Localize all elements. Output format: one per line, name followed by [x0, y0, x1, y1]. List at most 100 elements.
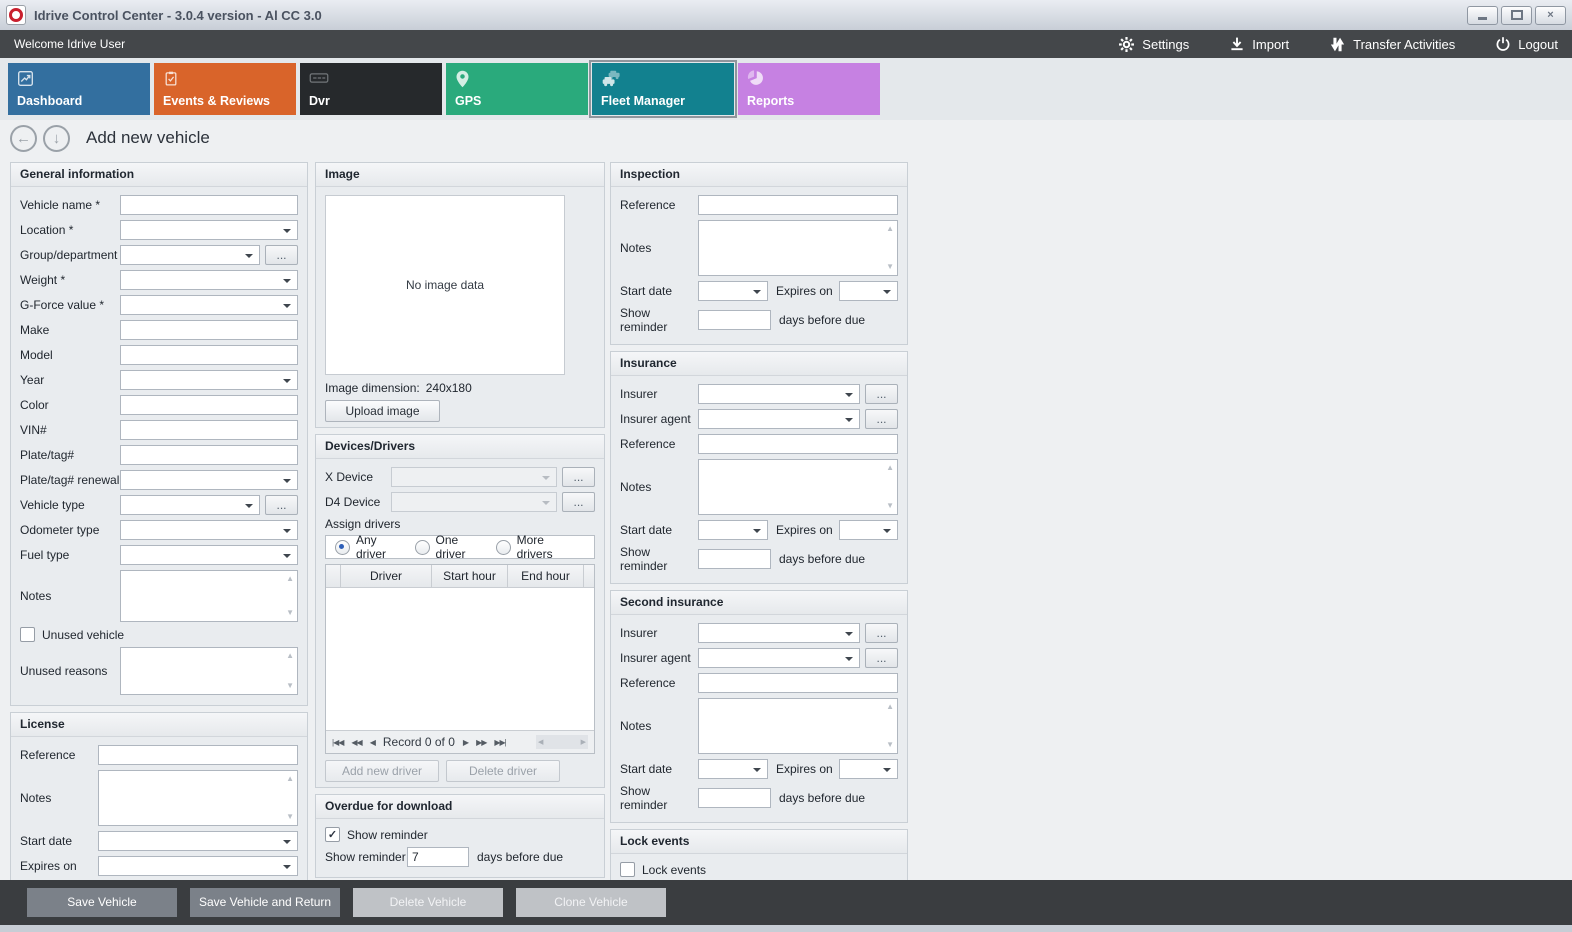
fuel-type-select[interactable]	[120, 545, 298, 565]
license-expires-on-select[interactable]	[98, 856, 298, 876]
second-insurer-browse-button[interactable]: ...	[865, 623, 898, 643]
unused-reasons-label: Unused reasons	[20, 664, 108, 678]
vehicle-type-select[interactable]	[120, 495, 260, 515]
location-select[interactable]	[120, 220, 298, 240]
logout-button[interactable]: Logout	[1495, 36, 1558, 52]
inspection-expires-on-select[interactable]	[838, 281, 898, 301]
start-hour-column-header[interactable]: Start hour	[432, 565, 508, 587]
lock-events-checkbox[interactable]	[620, 862, 635, 877]
second-insurer-agent-browse-button[interactable]: ...	[865, 648, 898, 668]
nav-last-button[interactable]: ▶▶|	[494, 737, 506, 747]
close-button[interactable]: ×	[1535, 5, 1566, 25]
table-hscrollbar[interactable]: ◀ ▶	[536, 735, 588, 749]
radio-one-driver[interactable]: One driver	[414, 533, 475, 561]
license-reference-input[interactable]	[98, 745, 298, 765]
second-insurance-notes-textarea[interactable]: ▲ ▼	[698, 698, 898, 754]
image-dimension-value: 240x180	[425, 381, 472, 395]
delete-driver-button[interactable]: Delete driver	[446, 760, 560, 782]
end-hour-column-header[interactable]: End hour	[508, 565, 584, 587]
vehicle-type-browse-button[interactable]: ...	[265, 495, 298, 515]
clone-vehicle-button: Clone Vehicle	[516, 888, 666, 917]
page-header: ← ↓ Add new vehicle	[10, 122, 210, 154]
d4-device-select[interactable]	[391, 492, 557, 512]
collapse-button[interactable]: ↓	[43, 124, 70, 152]
second-insurance-reminder-days-input[interactable]	[698, 788, 771, 808]
nav-prev-page-button[interactable]: ◀◀	[351, 737, 362, 747]
nav-next-button[interactable]: ▶	[462, 737, 469, 747]
vehicle-name-input[interactable]	[120, 195, 298, 215]
x-device-select[interactable]	[391, 467, 557, 487]
group-department-browse-button[interactable]: ...	[265, 245, 298, 265]
model-input[interactable]	[120, 345, 298, 365]
second-insurer-select[interactable]	[698, 623, 860, 643]
tab-gps[interactable]: GPS	[446, 63, 588, 115]
inspection-reference-input[interactable]	[698, 195, 898, 215]
import-button[interactable]: Import	[1229, 36, 1289, 52]
chevron-down-icon	[245, 504, 253, 508]
unused-vehicle-checkbox[interactable]	[20, 627, 35, 642]
year-select[interactable]	[120, 370, 298, 390]
gforce-select[interactable]	[120, 295, 298, 315]
table-corner	[584, 565, 594, 587]
minimize-button[interactable]	[1467, 5, 1498, 25]
radio-more-drivers[interactable]: More drivers	[495, 533, 564, 561]
insurer-select[interactable]	[698, 384, 860, 404]
back-button[interactable]: ←	[10, 124, 37, 152]
inspection-notes-textarea[interactable]: ▲ ▼	[698, 220, 898, 276]
unused-reasons-textarea[interactable]: ▲ ▼	[120, 647, 298, 695]
insurance-expires-on-select[interactable]	[838, 520, 898, 540]
tab-events-reviews[interactable]: Events & Reviews	[154, 63, 296, 115]
maximize-button[interactable]	[1501, 5, 1532, 25]
x-device-browse-button[interactable]: ...	[562, 467, 595, 487]
vehicle-type-label: Vehicle type	[20, 498, 85, 512]
inspection-start-date-select[interactable]	[698, 281, 768, 301]
group-department-select[interactable]	[120, 245, 260, 265]
second-insurance-expires-on-select[interactable]	[838, 759, 898, 779]
titlebar: Idrive Control Center - 3.0.4 version - …	[0, 0, 1572, 30]
upload-image-button[interactable]: Upload image	[325, 400, 440, 422]
insurer-agent-browse-button[interactable]: ...	[865, 409, 898, 429]
odometer-type-select[interactable]	[120, 520, 298, 540]
driver-column-header[interactable]: Driver	[341, 565, 432, 587]
add-new-driver-button[interactable]: Add new driver	[325, 760, 439, 782]
overdue-show-reminder-checkbox[interactable]	[325, 827, 340, 842]
transfer-activities-button[interactable]: Transfer Activities	[1329, 36, 1455, 53]
plate-tag-renewal-select[interactable]	[120, 470, 298, 490]
insurer-agent-select[interactable]	[698, 409, 860, 429]
save-vehicle-and-return-button[interactable]: Save Vehicle and Return	[190, 888, 340, 917]
insurance-reminder-days-input[interactable]	[698, 549, 771, 569]
second-insurance-start-date-select[interactable]	[698, 759, 768, 779]
overdue-reminder-days-input[interactable]	[407, 847, 469, 867]
color-input[interactable]	[120, 395, 298, 415]
tab-reports[interactable]: Reports	[738, 63, 880, 115]
second-insurer-label: Insurer	[620, 626, 658, 640]
tab-dashboard[interactable]: Dashboard	[8, 63, 150, 115]
plate-tag-input[interactable]	[120, 445, 298, 465]
one-driver-label: One driver	[435, 533, 466, 561]
settings-button[interactable]: Settings	[1118, 36, 1189, 53]
d4-device-browse-button[interactable]: ...	[562, 492, 595, 512]
insurance-start-date-select[interactable]	[698, 520, 768, 540]
license-notes-textarea[interactable]: ▲ ▼	[98, 770, 298, 826]
tab-fleet-manager[interactable]: Fleet Manager	[589, 60, 737, 118]
gps-pin-icon	[455, 70, 470, 91]
radio-any-driver[interactable]: Any driver	[335, 533, 394, 561]
tab-dvr[interactable]: Dvr	[300, 63, 442, 115]
insurer-browse-button[interactable]: ...	[865, 384, 898, 404]
vin-input[interactable]	[120, 420, 298, 440]
license-start-date-select[interactable]	[98, 831, 298, 851]
weight-select[interactable]	[120, 270, 298, 290]
second-insurance-reference-input[interactable]	[698, 673, 898, 693]
inspection-reminder-days-input[interactable]	[698, 310, 771, 330]
license-reference-label: Reference	[20, 748, 76, 762]
nav-first-button[interactable]: |◀◀	[332, 737, 344, 747]
general-notes-textarea[interactable]: ▲ ▼	[120, 570, 298, 622]
nav-prev-button[interactable]: ◀	[369, 737, 376, 747]
insurance-notes-textarea[interactable]: ▲ ▼	[698, 459, 898, 515]
save-vehicle-button[interactable]: Save Vehicle	[27, 888, 177, 917]
make-label: Make	[20, 323, 50, 337]
insurance-reference-input[interactable]	[698, 434, 898, 454]
second-insurer-agent-select[interactable]	[698, 648, 860, 668]
nav-next-page-button[interactable]: ▶▶	[476, 737, 487, 747]
make-input[interactable]	[120, 320, 298, 340]
